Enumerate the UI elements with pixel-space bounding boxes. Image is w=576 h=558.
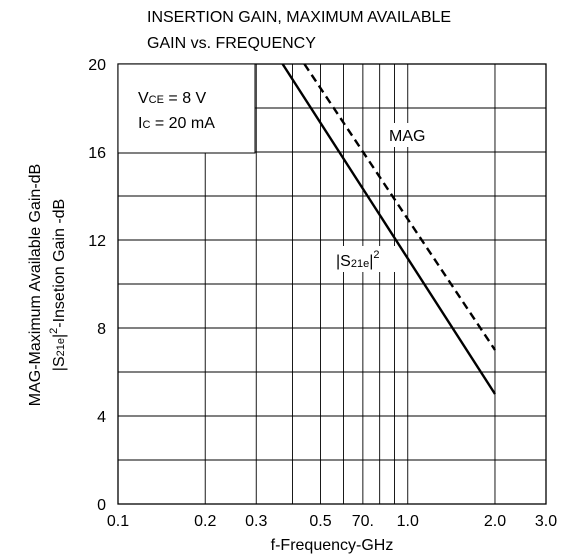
x-tick-label: 0.3 bbox=[245, 513, 267, 530]
condition-ic: IC = 20 mA bbox=[138, 115, 215, 132]
y-axis-title-line-2: |S21e|2-Insetion Gain -dB bbox=[48, 199, 68, 371]
y-tick-label: 20 bbox=[88, 57, 106, 74]
y-axis-title: MAG-Maximum Available Gain-dB |S21e|2-In… bbox=[27, 164, 68, 406]
mag-label: MAG bbox=[389, 128, 425, 145]
s21e-line bbox=[281, 63, 497, 395]
y-tick-label: 16 bbox=[88, 145, 106, 162]
condition-vce: VCE = 8 V bbox=[138, 90, 207, 107]
x-tick-label: 3.0 bbox=[535, 513, 557, 530]
x-tick-label: 70. bbox=[352, 513, 374, 530]
s21-label: |S21e|2 bbox=[336, 249, 379, 270]
x-axis-title: f-Frequency-GHz bbox=[271, 537, 394, 554]
y-tick-label: 4 bbox=[97, 409, 106, 426]
x-tick-label: 0.1 bbox=[107, 513, 129, 530]
x-tick-label: 1.0 bbox=[397, 513, 419, 530]
x-tick-label: 0.2 bbox=[194, 513, 216, 530]
mag-line bbox=[303, 63, 496, 351]
grid bbox=[118, 64, 546, 504]
y-axis-title-line-1: MAG-Maximum Available Gain-dB bbox=[27, 164, 44, 406]
s21-label-bg bbox=[333, 246, 395, 272]
plot-frame bbox=[117, 63, 547, 505]
y-tick-label: 8 bbox=[97, 321, 106, 338]
x-tick-label: 2.0 bbox=[484, 513, 506, 530]
conditions-box bbox=[117, 63, 256, 154]
y-tick-label: 0 bbox=[97, 497, 106, 514]
mag-label-bg bbox=[387, 123, 445, 147]
y-tick-label: 12 bbox=[88, 233, 106, 250]
x-tick-label: 0.5 bbox=[309, 513, 331, 530]
tick-labels: 0.1 0.2 0.3 0.5 70. 1.0 2.0 3.0 0 4 8 12 16 20 bbox=[88, 57, 557, 530]
chart-title-line-1: INSERTION GAIN, MAXIMUM AVAILABLE bbox=[147, 9, 451, 26]
chart-title-line-2: GAIN vs. FREQUENCY bbox=[147, 35, 316, 52]
plot-lines bbox=[281, 63, 497, 395]
